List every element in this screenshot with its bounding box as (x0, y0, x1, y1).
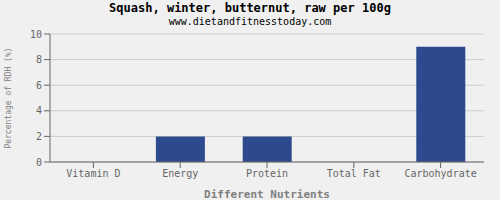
svg-text:Vitamin D: Vitamin D (66, 168, 120, 179)
svg-text:2: 2 (36, 131, 42, 142)
html-text:Squash, winter, butternut, raw: Squash, winter, butternut, raw per 100g (109, 1, 391, 15)
svg-text:10: 10 (30, 29, 42, 40)
svg-text:Total Fat: Total Fat (327, 168, 381, 179)
svg-text:8: 8 (36, 54, 42, 65)
svg-text:0: 0 (36, 157, 42, 168)
svg-text:Energy: Energy (162, 168, 198, 179)
svg-text:Carbohydrate: Carbohydrate (404, 168, 476, 179)
svg-text:6: 6 (36, 80, 42, 91)
svg-text:4: 4 (36, 105, 42, 116)
html-text:www.dietandfitnesstoday.com: www.dietandfitnesstoday.com (168, 16, 332, 27)
svg-text:Percentage of RDH (%): Percentage of RDH (%) (8, 47, 13, 148)
svg-text:Protein: Protein (246, 168, 288, 179)
svg-text:Different Nutrients: Different Nutrients (204, 188, 330, 200)
